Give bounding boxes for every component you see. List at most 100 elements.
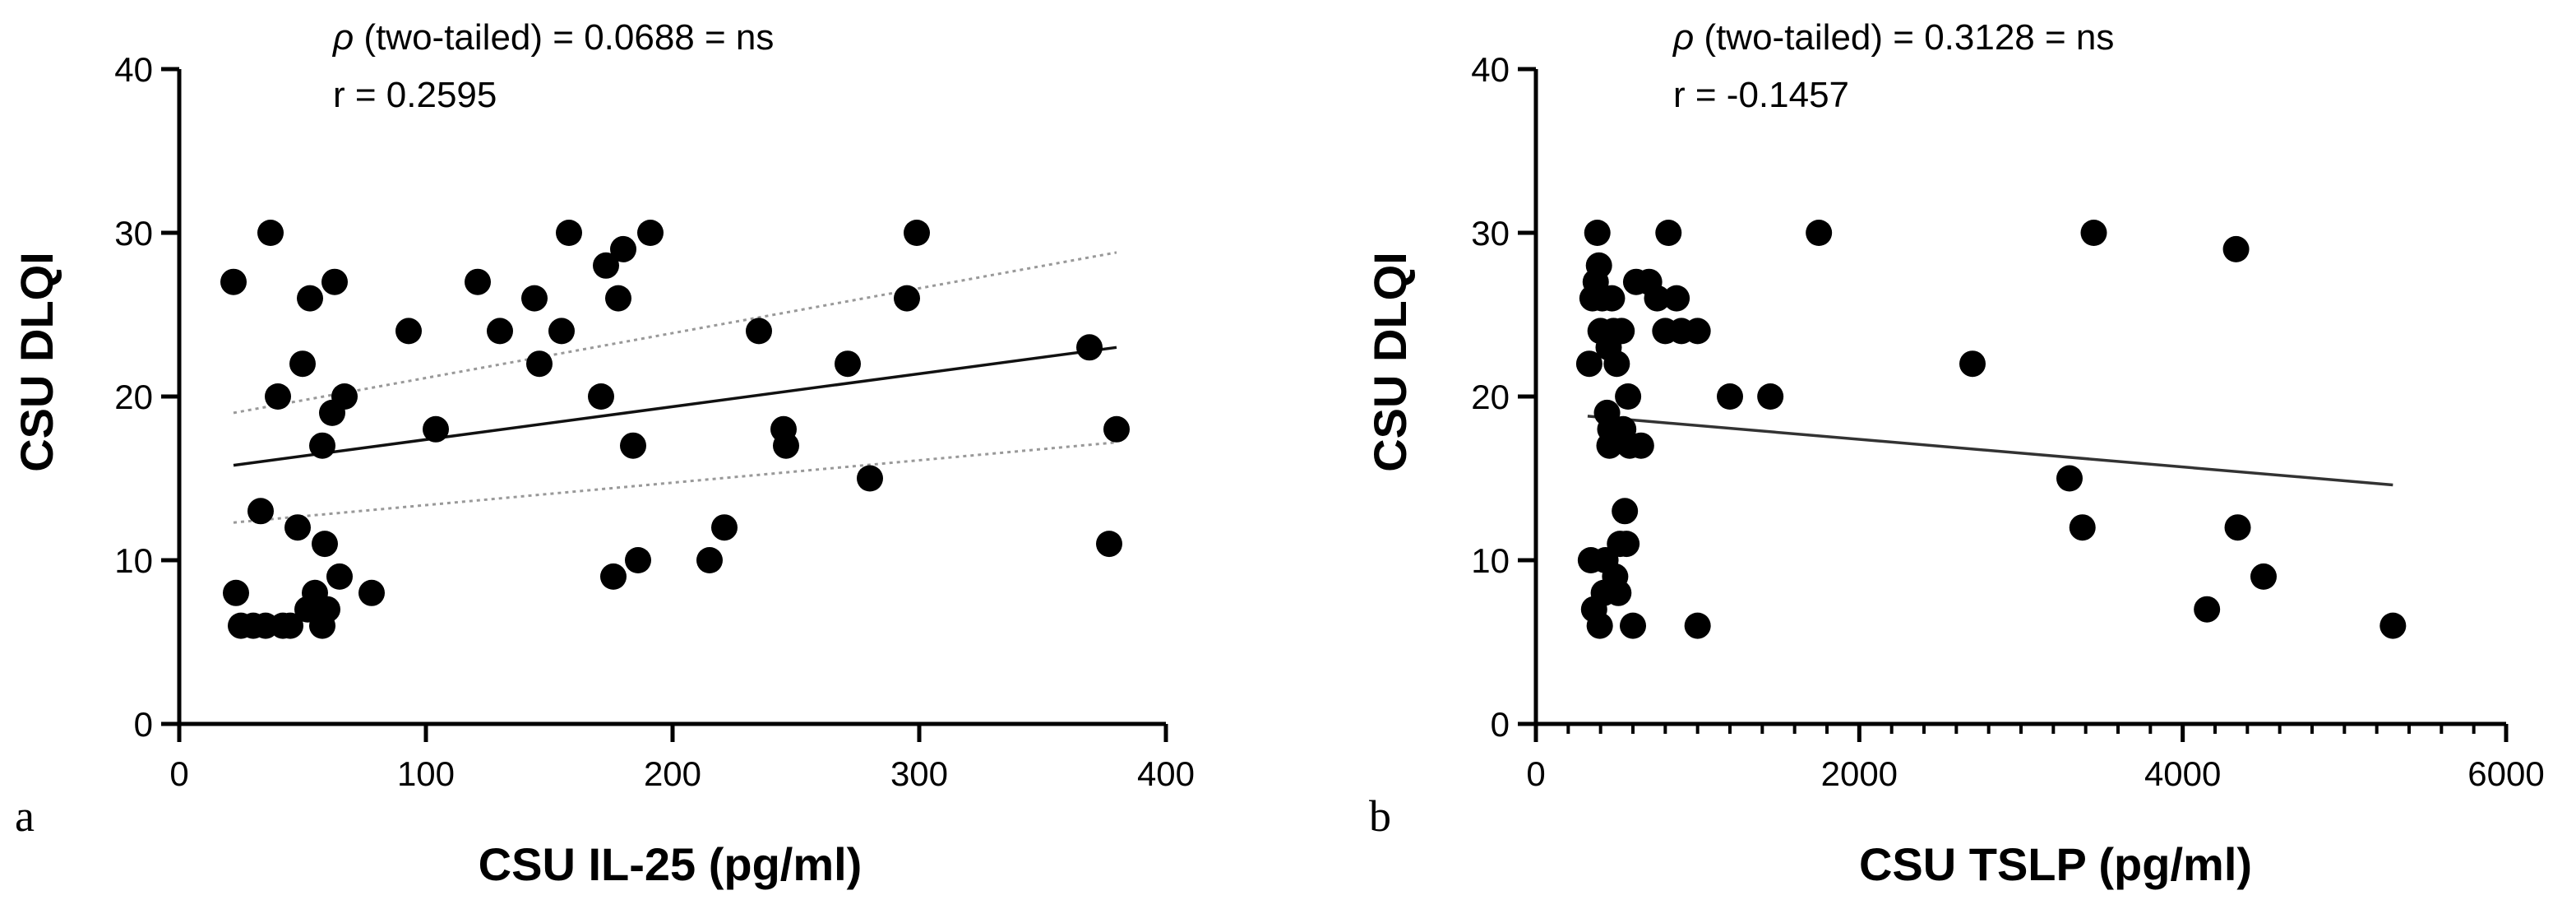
- data-point: [312, 531, 338, 558]
- panel-label: a: [15, 791, 35, 841]
- data-point: [1959, 350, 1986, 378]
- stat-r-value: r = 0.2595: [333, 75, 497, 115]
- data-point: [2194, 596, 2221, 623]
- y-tick-label: 10: [1471, 541, 1510, 580]
- stat-p-value: ρ (two-tailed) = 0.3128 = ns: [1672, 17, 2114, 58]
- data-point: [1757, 383, 1784, 410]
- data-point: [1586, 612, 1613, 639]
- y-tick-label: 20: [114, 378, 153, 416]
- data-point: [746, 318, 772, 345]
- data-point: [894, 285, 920, 312]
- data-point: [314, 596, 340, 623]
- y-ticks: 0 10 20 30 40: [1471, 50, 1536, 744]
- data-point: [1684, 318, 1711, 345]
- x-axis-title: CSU IL-25 (pg/ml): [479, 838, 863, 890]
- data-point: [548, 318, 575, 345]
- data-point: [1608, 318, 1635, 345]
- data-point: [625, 547, 651, 573]
- data-point: [2069, 514, 2096, 541]
- x-axis-title: CSU TSLP (pg/ml): [1859, 838, 2252, 890]
- panel-label: b: [1369, 791, 1391, 841]
- data-point: [1615, 383, 1642, 410]
- y-tick-label: 0: [134, 705, 153, 744]
- data-point: [610, 235, 636, 262]
- panel-b: ρ (two-tailed) = 0.3128 = ns r = -0.1457…: [1364, 17, 2545, 890]
- data-point: [257, 220, 284, 246]
- data-point: [395, 318, 422, 345]
- data-point: [2080, 220, 2107, 246]
- data-point: [284, 514, 311, 541]
- x-tick-label: 200: [644, 754, 701, 793]
- data-point: [1585, 252, 1612, 279]
- data-point: [265, 383, 291, 410]
- stat-r-value: r = -0.1457: [1673, 75, 1849, 115]
- x-tick-label: 300: [890, 754, 948, 793]
- x-tick-label: 400: [1137, 754, 1195, 793]
- data-point: [247, 498, 274, 525]
- y-tick-label: 20: [1471, 378, 1510, 416]
- data-point: [1605, 579, 1632, 606]
- data-point: [605, 285, 631, 312]
- data-point: [465, 268, 491, 295]
- data-point: [1620, 612, 1646, 639]
- y-ticks: 0 10 20 30 40: [114, 50, 179, 744]
- regression-line: [1587, 415, 2393, 487]
- y-tick-label: 40: [1471, 50, 1510, 89]
- x-tick-label: 4000: [2144, 754, 2221, 793]
- data-point: [289, 350, 316, 378]
- data-point: [1096, 531, 1122, 558]
- x-tick-label: 100: [397, 754, 455, 793]
- data-point: [1663, 285, 1690, 312]
- data-point: [423, 415, 449, 443]
- x-tick-label: 2000: [1821, 754, 1898, 793]
- data-point: [620, 432, 646, 459]
- data-point: [1612, 498, 1639, 525]
- data-point: [331, 383, 358, 410]
- data-point: [526, 350, 553, 378]
- data-point: [637, 220, 664, 246]
- data-point: [2222, 235, 2250, 262]
- y-tick-label: 30: [1471, 214, 1510, 253]
- y-axis-title: CSU DLQI: [1364, 252, 1416, 472]
- x-tick-label: 0: [1526, 754, 1545, 793]
- data-point: [593, 252, 619, 279]
- data-point: [600, 563, 627, 590]
- data-point: [1717, 383, 1743, 410]
- data-points: [220, 220, 1130, 639]
- data-point: [696, 547, 723, 573]
- y-tick-label: 30: [114, 214, 153, 253]
- data-point: [277, 612, 303, 639]
- data-point: [2224, 514, 2251, 541]
- data-point: [2379, 612, 2407, 639]
- stat-p-value: ρ (two-tailed) = 0.0688 = ns: [331, 17, 774, 58]
- data-point: [711, 514, 738, 541]
- panel-a: ρ (two-tailed) = 0.0688 = ns r = 0.2595 …: [11, 17, 1195, 890]
- data-point: [1584, 220, 1611, 246]
- data-point: [1598, 285, 1626, 312]
- data-point: [321, 268, 348, 295]
- data-point: [1806, 220, 1833, 246]
- data-point: [1575, 350, 1602, 378]
- ci-lower-line: [233, 441, 1117, 524]
- data-point: [1103, 415, 1130, 443]
- y-axis-title: CSU DLQI: [11, 252, 62, 472]
- data-point: [904, 220, 930, 246]
- data-point: [487, 318, 513, 345]
- regression-line: [233, 346, 1117, 467]
- data-point: [556, 220, 582, 246]
- ci-upper-line: [233, 251, 1117, 415]
- y-tick-label: 0: [1491, 705, 1510, 744]
- x-ticks: 0 2000 4000 6000: [1526, 724, 2545, 793]
- y-tick-label: 40: [114, 50, 153, 89]
- data-points: [1575, 220, 2407, 639]
- x-tick-label: 6000: [2467, 754, 2544, 793]
- data-point: [1613, 531, 1640, 558]
- data-point: [2056, 465, 2083, 492]
- data-point: [1644, 285, 1671, 312]
- data-point: [1076, 334, 1103, 361]
- data-point: [857, 465, 883, 492]
- data-point: [1655, 220, 1682, 246]
- data-point: [1603, 350, 1630, 378]
- data-point: [1684, 612, 1711, 639]
